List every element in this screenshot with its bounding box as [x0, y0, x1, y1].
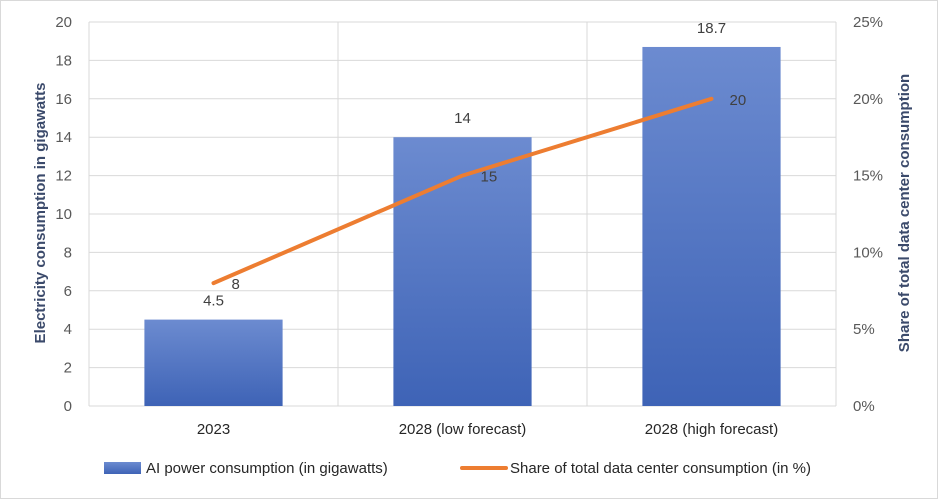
y-tick-label: 6 — [64, 283, 72, 300]
legend: AI power consumption (in gigawatts) Shar… — [104, 460, 811, 477]
y-tick-label: 8 — [64, 244, 72, 261]
y2-tick-label: 0% — [853, 398, 875, 415]
y2-axis-title: Share of total data center consumption — [896, 74, 913, 352]
y-tick-label: 20 — [55, 14, 72, 31]
y2-tick-label: 5% — [853, 321, 875, 338]
bar-data-label: 4.5 — [203, 293, 224, 310]
y-tick-label: 12 — [55, 168, 72, 185]
y-tick-label: 18 — [55, 52, 72, 69]
y-tick-label: 2 — [64, 360, 72, 377]
bar-data-label: 18.7 — [697, 20, 726, 37]
bar — [144, 320, 282, 406]
y-tick-label: 16 — [55, 91, 72, 108]
y-tick-label: 0 — [64, 398, 72, 415]
x-tick-label: 2028 (high forecast) — [645, 421, 778, 438]
y-tick-label: 10 — [55, 206, 72, 223]
y2-tick-label: 20% — [853, 91, 883, 108]
bar-data-label: 14 — [454, 110, 471, 127]
y2-tick-label: 10% — [853, 244, 883, 261]
line-data-label: 8 — [232, 276, 240, 293]
x-tick-label: 2028 (low forecast) — [399, 421, 527, 438]
legend-label-line: Share of total data center consumption (… — [510, 460, 811, 477]
legend-swatch-bars — [104, 462, 141, 474]
y2-tick-label: 15% — [853, 168, 883, 185]
y-tick-label: 14 — [55, 129, 72, 146]
line-data-label: 15 — [481, 169, 498, 186]
line-data-label: 20 — [730, 92, 747, 109]
legend-label-bars: AI power consumption (in gigawatts) — [146, 460, 388, 477]
x-tick-label: 2023 — [197, 421, 230, 438]
y-tick-label: 4 — [64, 321, 72, 338]
y-axis-title: Electricity consumption in gigawatts — [32, 83, 49, 344]
bar-series — [144, 47, 780, 406]
y2-tick-label: 25% — [853, 14, 883, 31]
